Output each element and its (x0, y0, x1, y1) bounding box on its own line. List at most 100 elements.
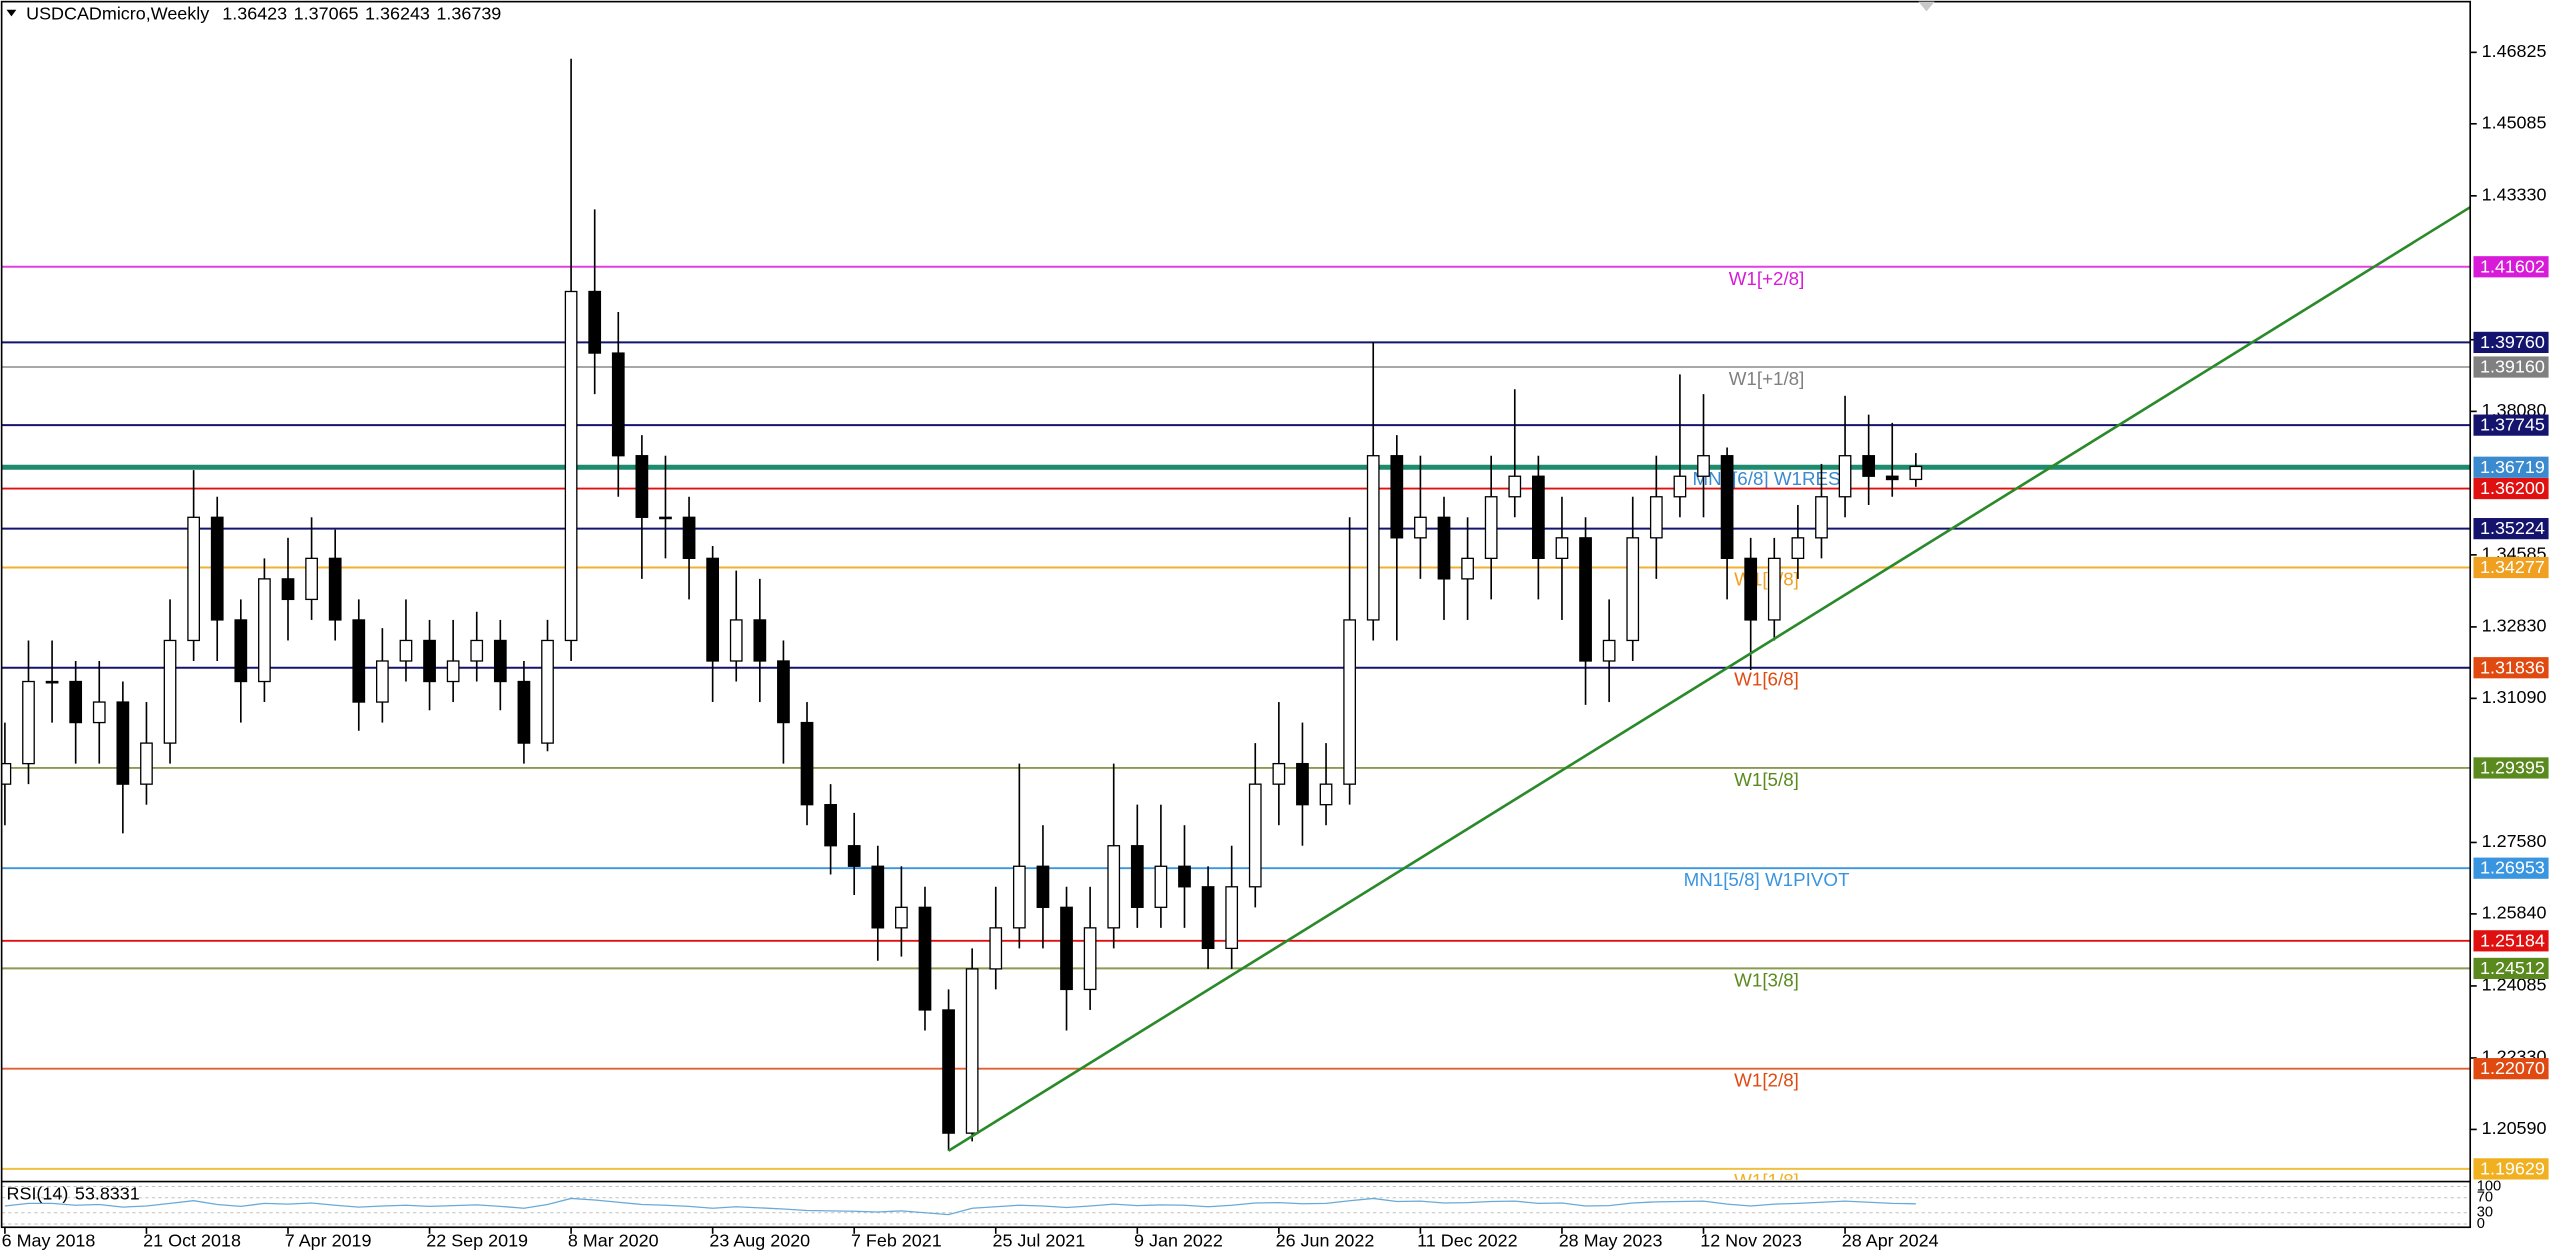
y-tick-label: 1.25840 (2482, 903, 2547, 923)
y-tick-label: 1.32830 (2482, 616, 2547, 636)
x-tick-label: 25 Jul 2021 (992, 1231, 1085, 1251)
level-label: W1[1/8] (1734, 1170, 1799, 1191)
x-tick-label: 26 Jun 2022 (1276, 1231, 1375, 1251)
price-tag (2473, 857, 2549, 879)
scroll-marker (1918, 1, 1935, 12)
price-tag-label: 1.34277 (2480, 557, 2545, 577)
x-tick-label: 23 Aug 2020 (709, 1231, 810, 1251)
price-tag-label: 1.41602 (2480, 256, 2545, 276)
candle-body (895, 906, 908, 929)
symbol-title: USDCADmicro,Weekly (26, 3, 209, 23)
level-label: MN1[6/8] W1RES (1692, 468, 1840, 489)
candle-body (1414, 516, 1427, 539)
candle-body (729, 619, 743, 662)
price-tag (2473, 477, 2549, 500)
candle-body (1697, 455, 1710, 477)
price-tag (2473, 256, 2549, 278)
candle-body (470, 639, 484, 662)
candle-body (611, 352, 625, 457)
y-tick-label: 1.24085 (2482, 975, 2547, 995)
candle-body (1060, 906, 1073, 991)
candle-body (1484, 496, 1498, 560)
x-tick-label: 7 Apr 2019 (285, 1231, 372, 1251)
x-tick-label: 28 May 2023 (1559, 1231, 1663, 1251)
candle-body (1319, 783, 1333, 806)
candle-body (1461, 557, 1474, 580)
candle-body (446, 660, 460, 683)
candle-body (847, 845, 861, 867)
x-tick-label: 9 Jan 2022 (1134, 1231, 1223, 1251)
level-label: W1[5/8] (1734, 769, 1799, 790)
candle-body (328, 557, 342, 621)
candle-body (1862, 455, 1876, 477)
rsi-header: RSI(14) 53.8331 (7, 1183, 140, 1203)
header-high: 1.37065 (294, 3, 359, 23)
level-label: W1[7/8] (1734, 569, 1799, 590)
candle-body (942, 1009, 955, 1134)
price-tag (2473, 657, 2549, 679)
header-close: 1.36739 (436, 3, 501, 23)
x-tick-label: 22 Sep 2019 (426, 1231, 528, 1251)
price-tag-label: 1.36719 (2480, 457, 2545, 477)
candle-body (918, 906, 932, 1011)
price-tag-label: 1.35224 (2480, 518, 2545, 538)
x-tick-label: 28 Apr 2024 (1842, 1231, 1939, 1251)
price-tag-label: 1.26953 (2480, 858, 2545, 878)
candle-body (1885, 475, 1899, 481)
candle-body (800, 721, 814, 806)
candle-body (635, 455, 649, 518)
header-open: 1.36423 (222, 3, 287, 23)
x-tick-label: 12 Nov 2023 (1700, 1231, 1802, 1251)
candle-body (1532, 475, 1545, 560)
level-label: W1[3/8] (1734, 969, 1799, 990)
price-tag (2473, 757, 2549, 779)
y-tick-label: 1.43330 (2482, 185, 2547, 205)
price-tag-label: 1.22070 (2480, 1058, 2545, 1078)
candle-body (375, 660, 389, 703)
price-tag (2473, 957, 2549, 980)
candle-body (1272, 762, 1286, 785)
x-tick-label: 6 May 2018 (2, 1231, 96, 1251)
y-tick-label: 1.31090 (2482, 687, 2547, 707)
price-tag (2473, 414, 2549, 436)
candle-body (1201, 886, 1215, 950)
price-tag-label: 1.19629 (2480, 1158, 2545, 1178)
rsi-tick-label: 0 (2477, 1216, 2485, 1232)
candle-body (1673, 475, 1687, 498)
y-tick-label: 1.27580 (2482, 831, 2547, 851)
candle-body (682, 516, 696, 560)
y-tick-label: 1.46825 (2482, 41, 2547, 61)
level-label: W1[+1/8] (1729, 368, 1805, 389)
x-tick-label: 21 Oct 2018 (143, 1231, 241, 1251)
level-label: W1[6/8] (1734, 669, 1799, 690)
candle-body (1838, 455, 1852, 498)
rsi-line (4, 1197, 1916, 1216)
candle-body (1296, 762, 1309, 806)
rsi-tick-label: 30 (2477, 1205, 2493, 1221)
price-tag-label: 1.39760 (2480, 332, 2545, 352)
price-pane: W1[+2/8] W1[+1/8] MN1[6/8] W1RES W1[7/8] W1[… (1, 58, 2471, 1191)
candle-body (1767, 557, 1781, 621)
candle-body (1, 762, 12, 785)
price-tag-label: 1.25184 (2480, 930, 2545, 950)
price-tag (2473, 356, 2549, 378)
menu-arrow[interactable] (6, 9, 17, 17)
candle-body (210, 516, 224, 621)
candle-body (1225, 886, 1239, 950)
level-label: MN1[5/8] W1PIVOT (1684, 869, 1850, 890)
candle-body (1107, 845, 1121, 929)
chart-frame (0, 0, 2472, 1229)
candle-body (92, 701, 106, 724)
price-tag (2473, 518, 2549, 540)
candle-body (258, 578, 271, 683)
candle-body (352, 619, 366, 703)
candle-body (234, 619, 248, 683)
price-tag (2473, 331, 2549, 354)
candle-body (69, 680, 83, 724)
candle-body (45, 680, 59, 684)
candle-body (1602, 639, 1616, 662)
candle-body (824, 804, 837, 847)
rsi-pane (1, 1185, 2471, 1225)
price-tag (2473, 930, 2549, 952)
